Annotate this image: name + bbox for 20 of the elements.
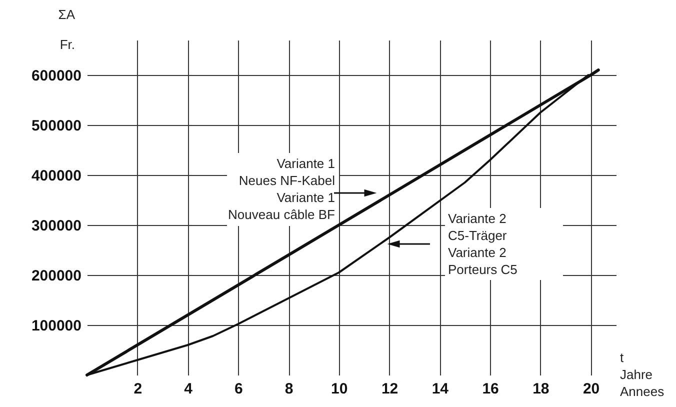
y-tick-label: 500000 xyxy=(31,118,82,134)
y-axis-title: ΣA Fr. xyxy=(58,7,76,52)
x-tick-label: 8 xyxy=(284,380,294,398)
x-tick-label: 20 xyxy=(582,380,600,398)
annotation: Variante 2 C5-Träger Variante 2 Porteurs C5 xyxy=(448,211,518,277)
y-tick-label: 100000 xyxy=(31,318,82,334)
annotation: Variante 1 Neues NF-Kabel Variante 1 Nouveau câble BF xyxy=(228,156,336,222)
x-tick-label: 2 xyxy=(134,380,142,398)
x-tick-label: 18 xyxy=(532,380,550,398)
x-tick-label: 14 xyxy=(432,380,450,398)
y-tick-label: 600000 xyxy=(31,68,82,84)
y-tick-label: 400000 xyxy=(31,168,82,184)
x-tick-label: 16 xyxy=(482,380,499,398)
x-tick-label: 10 xyxy=(331,380,348,398)
x-tick-label: 6 xyxy=(234,380,243,398)
x-tick-label: 12 xyxy=(381,380,398,398)
x-axis-title: t Jahre Annees xyxy=(620,350,665,399)
y-tick-label: 200000 xyxy=(31,268,82,284)
y-tick-label: 300000 xyxy=(31,218,82,234)
x-tick-label: 4 xyxy=(184,380,194,398)
